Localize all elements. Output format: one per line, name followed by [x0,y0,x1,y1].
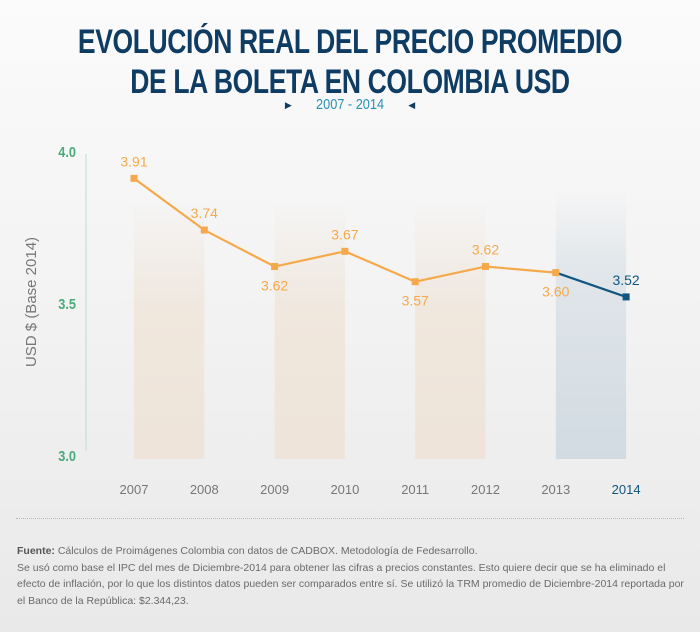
y-tick-label: 4.0 [58,143,76,160]
shaded-band-2007-2008 [134,200,205,459]
triangle-right-icon: ▶ [284,100,292,111]
data-point [411,278,419,286]
shaded-band-2011-2012 [415,200,486,459]
y-axis-title-group: USD $ (Base 2014) [23,237,40,367]
source-label: Fuente: [17,545,55,557]
line-segment [344,250,416,283]
footer-note: Fuente: Cálculos de Proimágenes Colombia… [17,543,687,609]
data-point [552,269,560,277]
data-label: 3.67 [331,226,358,242]
source-line: Fuente: Cálculos de Proimágenes Colombia… [17,543,687,560]
data-point [482,263,489,271]
x-tick-label: 2008 [190,482,219,497]
data-point [200,226,208,234]
y-ticks: 4.0 3.5 3.0 [58,143,76,464]
x-tick-label: 2013 [541,482,570,497]
data-label: 3.62 [472,242,499,258]
x-tick-label: 2010 [330,482,359,497]
y-tick-label: 3.5 [58,295,76,312]
title-line-2: DE LA BOLETA EN COLOMBIA USD [130,63,570,101]
y-tick-label: 3.0 [58,447,76,464]
data-label: 3.52 [612,272,639,288]
footer-divider [16,518,684,519]
triangle-left-icon: ◀ [408,100,416,111]
data-point [622,293,630,301]
line-segment [133,177,205,231]
data-point [271,263,279,271]
series-lines [133,177,627,298]
data-label: 3.57 [402,293,429,309]
methodology-note: Se usó como base el IPC del mes de Dicie… [17,561,684,607]
line-segment [203,229,276,268]
shaded-bands [134,190,627,459]
x-tick-label: 2011 [401,482,429,497]
x-tick-label: 2012 [471,482,500,497]
data-labels: 3.91 3.74 3.62 3.67 3.57 3.62 3.60 3.52 [120,153,640,308]
line-segment [555,271,627,298]
line-segment [485,265,556,274]
date-range: 2007 - 2014 [315,96,385,113]
chart-title: EVOLUCIÓN REAL DEL PRECIO PROMEDIO DE LA… [77,22,623,102]
line-chart: 4.03.53.0 2007 2008 2009 2010 2011 2012 2013 20… [23,143,641,497]
y-axis-title: USD $ (Base 2014) [23,237,40,367]
data-point [130,174,138,182]
line-segment [274,250,346,268]
source-text: Cálculos de Proimágenes Colombia con dat… [54,545,478,557]
line-segment [414,265,486,283]
shaded-band-2009-2010 [274,200,345,459]
x-tick-label: 2009 [260,482,289,497]
data-label: 3.60 [542,284,569,300]
shaded-band-2013-2014 [555,190,627,459]
data-label: 3.74 [191,205,218,221]
data-point [341,247,349,255]
title-line-1: EVOLUCIÓN REAL DEL PRECIO PROMEDIO [77,23,623,61]
x-tick-label: 2007 [120,482,149,497]
chart-subtitle: ▶ 2007 - 2014 ◀ [0,96,700,114]
data-label: 3.91 [120,153,147,169]
series-points [130,174,630,301]
x-tick-label: 2014 [612,482,641,497]
data-label: 3.62 [261,278,288,294]
x-ticks: 2007 2008 2009 2010 2011 2012 2013 2014 [120,482,641,497]
